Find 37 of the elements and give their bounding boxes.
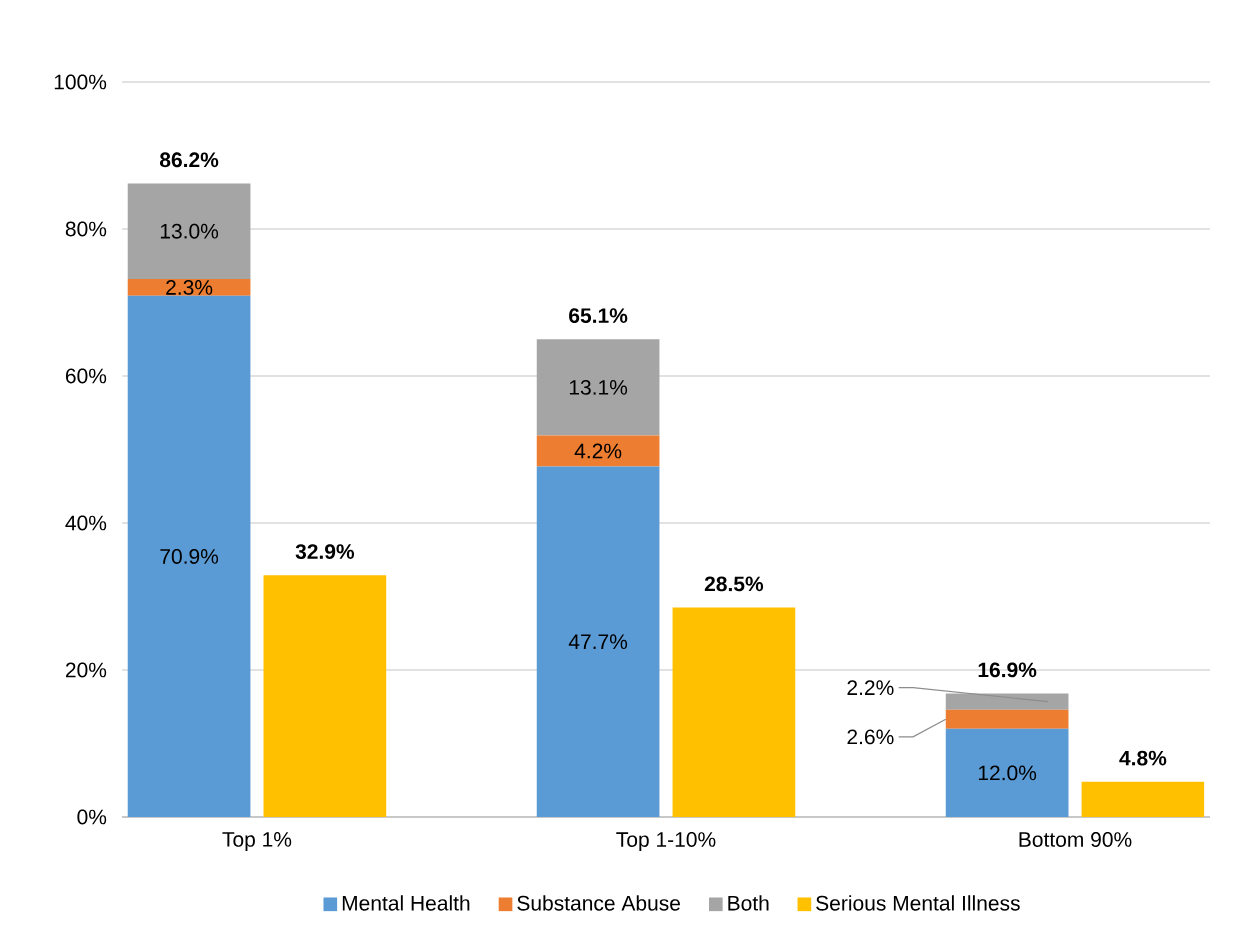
text: 13.1% — [569, 379, 628, 395]
legend-label: Mental Health — [342, 895, 470, 911]
text: 70.9% — [160, 549, 219, 564]
data-label: 32.9% — [295, 544, 355, 560]
y-tick-label: 60% — [65, 368, 107, 384]
legend-label: Substance Abuse — [517, 895, 680, 911]
text: 4.2% — [574, 443, 622, 459]
text: 13.0% — [160, 223, 219, 239]
bar — [945, 709, 1069, 729]
text: 16.9% — [978, 662, 1037, 678]
legend-label: Serious Mental Illness — [816, 895, 1020, 911]
bar — [945, 728, 1069, 817]
y-tick-label: 80% — [65, 221, 107, 237]
x-tick-label: Top 1-10% — [616, 832, 716, 852]
bar — [127, 295, 251, 817]
y-tick-label: 100% — [54, 74, 107, 90]
x-tick-label: Top 1% — [222, 832, 292, 851]
bar — [945, 693, 1069, 710]
bar — [536, 435, 660, 467]
data-label: 28.5% — [704, 576, 764, 592]
x-tick-label: Bottom 90% — [1019, 832, 1132, 847]
text: 47.7% — [568, 634, 628, 650]
text: 2.3% — [166, 280, 213, 295]
text: 2.6% — [847, 729, 894, 745]
text: 2.2% — [847, 680, 894, 696]
bar — [536, 339, 660, 436]
text: 86.2% — [159, 152, 219, 168]
bar — [536, 466, 660, 817]
text: 12.0% — [978, 765, 1037, 781]
bar — [127, 278, 251, 296]
y-tick-label: 20% — [65, 662, 107, 678]
y-tick-label: 40% — [65, 515, 107, 531]
text: 65.1% — [569, 308, 628, 324]
y-tick-label: 0% — [77, 809, 107, 825]
legend-label: Both — [728, 895, 769, 911]
bar — [127, 183, 251, 279]
data-label: 4.8% — [1119, 750, 1167, 766]
